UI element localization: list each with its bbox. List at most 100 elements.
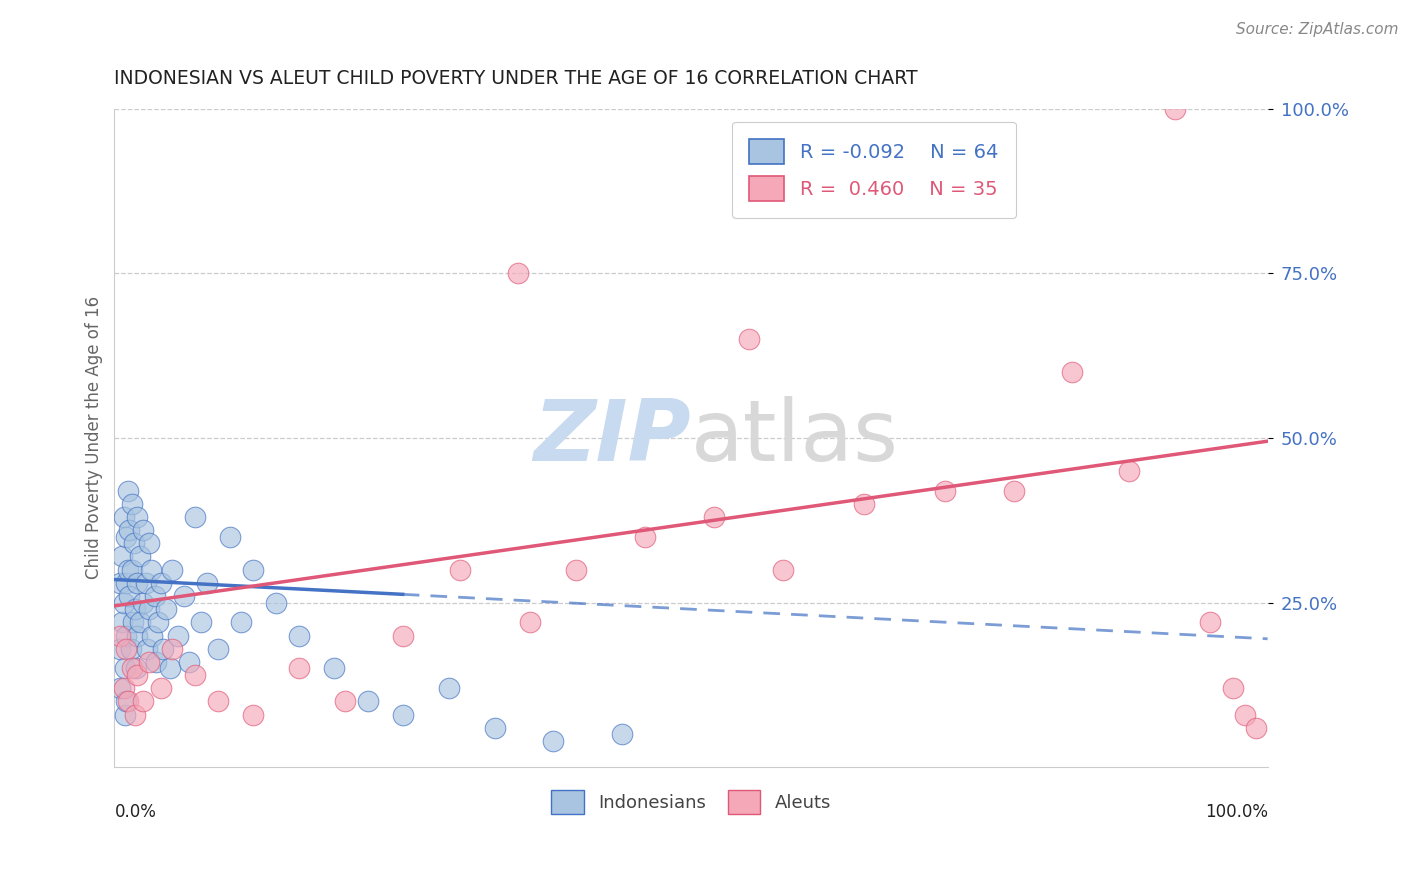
Point	[564, 563, 586, 577]
Point	[173, 589, 195, 603]
Point	[1233, 707, 1256, 722]
Point	[132, 596, 155, 610]
Point	[128, 549, 150, 564]
Point	[108, 681, 131, 696]
Point	[141, 628, 163, 642]
Point	[155, 602, 177, 616]
Point	[135, 641, 157, 656]
Text: INDONESIAN VS ALEUT CHILD POVERTY UNDER THE AGE OF 16 CORRELATION CHART: INDONESIAN VS ALEUT CHILD POVERTY UNDER …	[114, 69, 918, 87]
Point	[127, 510, 149, 524]
Point	[114, 661, 136, 675]
Point	[184, 668, 207, 682]
Point	[1244, 721, 1267, 735]
Point	[108, 575, 131, 590]
Point	[121, 661, 143, 675]
Point	[634, 530, 657, 544]
Point	[121, 497, 143, 511]
Point	[541, 734, 564, 748]
Point	[166, 628, 188, 642]
Point	[1002, 483, 1025, 498]
Point	[195, 575, 218, 590]
Point	[122, 536, 145, 550]
Point	[120, 641, 142, 656]
Point	[124, 707, 146, 722]
Point	[703, 510, 725, 524]
Point	[218, 530, 240, 544]
Point	[152, 641, 174, 656]
Point	[145, 655, 167, 669]
Point	[114, 707, 136, 722]
Point	[112, 681, 135, 696]
Point	[143, 589, 166, 603]
Point	[853, 497, 876, 511]
Point	[207, 641, 229, 656]
Point	[111, 615, 134, 630]
Point	[148, 615, 170, 630]
Point	[117, 563, 139, 577]
Point	[207, 694, 229, 708]
Point	[115, 575, 138, 590]
Point	[159, 661, 181, 675]
Y-axis label: Child Poverty Under the Age of 16: Child Poverty Under the Age of 16	[86, 296, 103, 580]
Point	[391, 628, 413, 642]
Point	[132, 523, 155, 537]
Point	[934, 483, 956, 498]
Point	[772, 563, 794, 577]
Point	[128, 615, 150, 630]
Text: Source: ZipAtlas.com: Source: ZipAtlas.com	[1236, 22, 1399, 37]
Point	[1060, 365, 1083, 379]
Point	[519, 615, 541, 630]
Point	[127, 668, 149, 682]
Point	[437, 681, 460, 696]
Point	[737, 332, 759, 346]
Point	[1222, 681, 1244, 696]
Point	[242, 707, 264, 722]
Point	[135, 575, 157, 590]
Text: 100.0%: 100.0%	[1205, 804, 1268, 822]
Point	[115, 694, 138, 708]
Point	[138, 536, 160, 550]
Point	[1199, 615, 1222, 630]
Point	[288, 628, 311, 642]
Point	[231, 615, 253, 630]
Point	[111, 549, 134, 564]
Point	[1164, 102, 1187, 116]
Point	[108, 628, 131, 642]
Point	[115, 641, 138, 656]
Point	[322, 661, 344, 675]
Point	[127, 628, 149, 642]
Point	[121, 615, 143, 630]
Point	[124, 602, 146, 616]
Point	[115, 628, 138, 642]
Point	[112, 596, 135, 610]
Text: atlas: atlas	[690, 396, 898, 479]
Point	[118, 589, 141, 603]
Point	[179, 655, 201, 669]
Point	[127, 575, 149, 590]
Point	[357, 694, 380, 708]
Point	[108, 641, 131, 656]
Point	[138, 655, 160, 669]
Point	[118, 523, 141, 537]
Point	[449, 563, 471, 577]
Point	[1118, 464, 1140, 478]
Point	[132, 694, 155, 708]
Point	[115, 530, 138, 544]
Point	[117, 483, 139, 498]
Point	[141, 563, 163, 577]
Point	[333, 694, 356, 708]
Point	[242, 563, 264, 577]
Legend: Indonesians, Aleuts: Indonesians, Aleuts	[544, 783, 838, 821]
Point	[484, 721, 506, 735]
Point	[117, 694, 139, 708]
Point	[184, 510, 207, 524]
Point	[160, 641, 183, 656]
Point	[264, 596, 287, 610]
Point	[121, 563, 143, 577]
Point	[112, 510, 135, 524]
Point	[125, 661, 148, 675]
Text: ZIP: ZIP	[533, 396, 690, 479]
Point	[506, 266, 529, 280]
Point	[610, 727, 633, 741]
Point	[138, 602, 160, 616]
